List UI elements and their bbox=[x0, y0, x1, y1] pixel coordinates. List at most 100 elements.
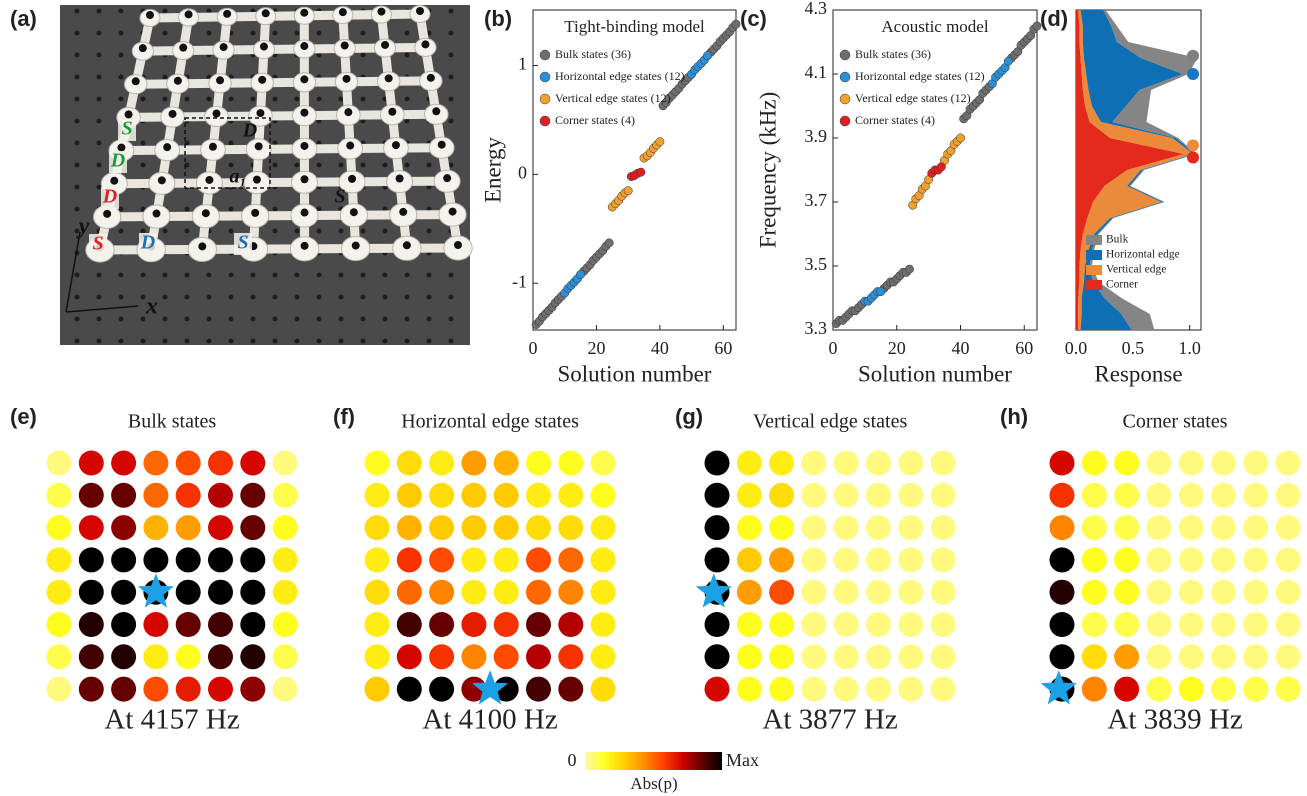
cell bbox=[397, 515, 422, 540]
resonator-cap bbox=[198, 242, 206, 250]
cell bbox=[176, 451, 201, 476]
cell bbox=[79, 677, 104, 702]
cell bbox=[801, 483, 826, 508]
cell bbox=[558, 677, 583, 702]
cell bbox=[591, 644, 616, 669]
cell bbox=[397, 483, 422, 508]
photo-label: y bbox=[76, 214, 90, 240]
cell bbox=[1082, 677, 1107, 702]
x-axis-label: Response bbox=[1094, 361, 1182, 386]
resonator-cap bbox=[262, 9, 270, 17]
frequency-marker bbox=[1187, 152, 1199, 164]
cell bbox=[47, 451, 72, 476]
cell bbox=[866, 451, 891, 476]
cell bbox=[208, 612, 233, 637]
point bbox=[1004, 57, 1012, 65]
cell bbox=[143, 612, 168, 637]
cell bbox=[208, 547, 233, 572]
x-tick-label: 0.0 bbox=[1065, 338, 1088, 358]
panel-label: (e) bbox=[10, 404, 37, 429]
resonator-cap bbox=[427, 74, 435, 82]
cell bbox=[494, 612, 519, 637]
cell bbox=[47, 644, 72, 669]
panel-label: (b) bbox=[484, 6, 512, 31]
resonator-cap bbox=[352, 242, 360, 250]
cell bbox=[705, 547, 730, 572]
legend-marker bbox=[840, 72, 850, 82]
resonator-cap bbox=[258, 76, 266, 84]
x-tick-label: 1.0 bbox=[1178, 338, 1201, 358]
legend-swatch bbox=[1086, 235, 1102, 245]
legend-label: Bulk bbox=[1106, 234, 1129, 246]
cell bbox=[1082, 580, 1107, 605]
resonator-cap bbox=[399, 208, 407, 216]
cell bbox=[143, 451, 168, 476]
frequency-marker bbox=[1187, 50, 1199, 62]
cell bbox=[1276, 612, 1301, 637]
cell bbox=[240, 612, 265, 637]
legend-label: Bulk states (36) bbox=[855, 47, 931, 61]
cell bbox=[1211, 515, 1236, 540]
cell bbox=[801, 580, 826, 605]
legend-swatch bbox=[1086, 280, 1102, 290]
cell bbox=[1114, 547, 1139, 572]
cell bbox=[111, 547, 136, 572]
cell bbox=[1082, 515, 1107, 540]
cell bbox=[1211, 612, 1236, 637]
cell bbox=[591, 547, 616, 572]
cell bbox=[801, 644, 826, 669]
cell bbox=[1243, 547, 1268, 572]
cell bbox=[79, 644, 104, 669]
cell bbox=[494, 515, 519, 540]
cell bbox=[1050, 483, 1075, 508]
cell bbox=[834, 483, 859, 508]
cell bbox=[591, 483, 616, 508]
cell bbox=[526, 483, 551, 508]
cell bbox=[111, 483, 136, 508]
x-tick-label: 0.5 bbox=[1122, 338, 1145, 358]
cell bbox=[111, 451, 136, 476]
cell bbox=[705, 612, 730, 637]
cell bbox=[176, 515, 201, 540]
x-tick-label: 60 bbox=[1015, 338, 1033, 358]
cell bbox=[931, 612, 956, 637]
cell bbox=[1179, 612, 1204, 637]
point bbox=[703, 52, 711, 60]
resonator-cap bbox=[253, 176, 261, 184]
resonator-cap bbox=[300, 142, 308, 150]
cell bbox=[461, 644, 486, 669]
cell bbox=[461, 547, 486, 572]
resonator-cap bbox=[388, 108, 396, 116]
cell bbox=[705, 483, 730, 508]
cell bbox=[208, 677, 233, 702]
cell bbox=[1146, 547, 1171, 572]
y-tick-label: 4.3 bbox=[805, 0, 828, 18]
cell bbox=[143, 515, 168, 540]
resonator-cap bbox=[163, 143, 171, 151]
cell bbox=[397, 580, 422, 605]
cell bbox=[558, 644, 583, 669]
legend-label: Horizontal edge states (12) bbox=[855, 69, 985, 83]
y-tick-label: 3.3 bbox=[805, 318, 828, 338]
cell bbox=[591, 677, 616, 702]
cell bbox=[1114, 612, 1139, 637]
cell bbox=[737, 483, 762, 508]
cell bbox=[429, 644, 454, 669]
cell bbox=[931, 644, 956, 669]
cell bbox=[273, 612, 298, 637]
cell bbox=[769, 612, 794, 637]
cell bbox=[240, 644, 265, 669]
y-tick-label: 3.5 bbox=[805, 254, 828, 274]
resonator-cap bbox=[443, 174, 451, 182]
cell bbox=[461, 515, 486, 540]
legend-swatch bbox=[1086, 265, 1102, 275]
cell bbox=[1211, 451, 1236, 476]
cell bbox=[591, 451, 616, 476]
cell bbox=[1114, 580, 1139, 605]
cell bbox=[1179, 677, 1204, 702]
legend-label: Horizontal edge bbox=[1106, 249, 1180, 261]
x-tick-label: 20 bbox=[888, 338, 906, 358]
legend-swatch bbox=[1086, 250, 1102, 260]
resonator-cap bbox=[209, 143, 217, 151]
cell bbox=[769, 677, 794, 702]
